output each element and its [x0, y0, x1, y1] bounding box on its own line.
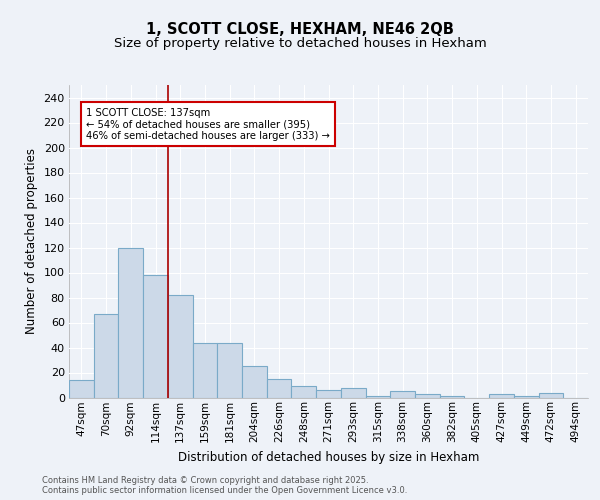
- Bar: [267, 379, 292, 398]
- Bar: [440, 396, 464, 398]
- Bar: [390, 391, 415, 398]
- Bar: [118, 248, 143, 398]
- Bar: [365, 396, 390, 398]
- Bar: [489, 394, 514, 398]
- Bar: [94, 314, 118, 398]
- Text: 1 SCOTT CLOSE: 137sqm
← 54% of detached houses are smaller (395)
46% of semi-det: 1 SCOTT CLOSE: 137sqm ← 54% of detached …: [86, 108, 329, 140]
- Text: 1, SCOTT CLOSE, HEXHAM, NE46 2QB: 1, SCOTT CLOSE, HEXHAM, NE46 2QB: [146, 22, 454, 38]
- Bar: [539, 392, 563, 398]
- Bar: [143, 275, 168, 398]
- Bar: [415, 394, 440, 398]
- Bar: [168, 295, 193, 398]
- Bar: [316, 390, 341, 398]
- Y-axis label: Number of detached properties: Number of detached properties: [25, 148, 38, 334]
- Bar: [242, 366, 267, 398]
- X-axis label: Distribution of detached houses by size in Hexham: Distribution of detached houses by size …: [178, 450, 479, 464]
- Bar: [341, 388, 365, 398]
- Bar: [292, 386, 316, 398]
- Bar: [217, 342, 242, 398]
- Text: Size of property relative to detached houses in Hexham: Size of property relative to detached ho…: [113, 38, 487, 51]
- Text: Contains HM Land Registry data © Crown copyright and database right 2025.
Contai: Contains HM Land Registry data © Crown c…: [42, 476, 407, 495]
- Bar: [514, 396, 539, 398]
- Bar: [69, 380, 94, 398]
- Bar: [193, 342, 217, 398]
